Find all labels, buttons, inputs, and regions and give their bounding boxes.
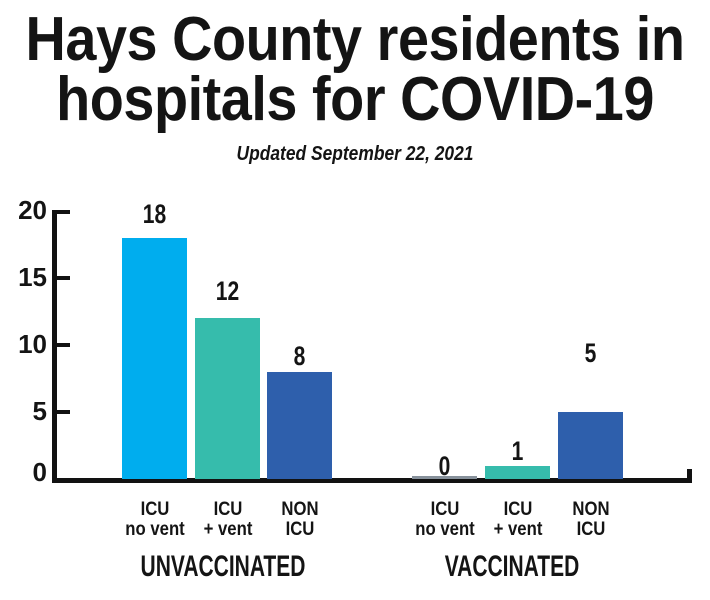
chart-subtitle: Updated September 22, 2021 [236, 143, 474, 165]
bar-unvaccinated-icu-no-vent [122, 238, 187, 479]
bar-value-label: 1 [511, 436, 524, 466]
bar-category-line: ICU [285, 518, 314, 540]
chart-title-line-2: hospitals for COVID-19 [56, 65, 654, 134]
bar-value-label: 18 [142, 199, 167, 229]
x-axis-end-tick [687, 469, 692, 478]
bar-category-line: no vent [414, 518, 475, 540]
chart-title-line-1: Hays County residents in [25, 5, 685, 74]
group-label-unvaccinated: UNVACCINATED [140, 550, 305, 583]
bar-category-line: + vent [493, 518, 542, 540]
bar-category-line: no vent [124, 518, 185, 540]
bar-value-label: 5 [584, 338, 597, 368]
bar-unvaccinated-icu-vent [195, 318, 260, 479]
y-axis-tick [57, 410, 70, 414]
group-label-vaccinated: VACCINATED [444, 550, 579, 583]
bar-unvaccinated-non-icu [267, 372, 332, 479]
bar-category-label: ICU + vent [188, 500, 267, 539]
y-axis-tick-label: 10 [18, 329, 47, 359]
bar-value-label: 12 [215, 276, 240, 306]
bar-vaccinated-icu-no-vent [412, 476, 477, 479]
bar-category-label: NON ICU [551, 500, 630, 539]
bar-category-line: ICU [140, 499, 169, 520]
bar-category-label: ICU no vent [115, 500, 194, 539]
chart-title: Hays County residents in hospitals for C… [0, 5, 710, 134]
y-axis-line [52, 210, 57, 483]
bar-category-line: + vent [203, 518, 252, 540]
bar-value-label: 8 [293, 341, 306, 371]
bar-category-line: ICU [213, 499, 242, 520]
y-axis-tick-label: 5 [32, 396, 47, 426]
bar-vaccinated-icu-vent [485, 466, 550, 479]
bar-category-line: ICU [430, 499, 459, 520]
bar-category-label: ICU no vent [405, 500, 484, 539]
y-axis-tick-label: 20 [18, 195, 47, 225]
bar-value-label: 0 [438, 451, 451, 481]
y-axis-tick [57, 210, 70, 214]
y-axis-tick [57, 276, 70, 280]
bar-category-line: ICU [503, 499, 532, 520]
y-axis-tick [57, 343, 70, 347]
y-axis-tick-label: 15 [18, 262, 47, 292]
x-axis-line [52, 478, 692, 483]
bar-category-line: ICU [576, 518, 605, 540]
bar-category-label: ICU + vent [478, 500, 557, 539]
bar-vaccinated-non-icu [558, 412, 623, 479]
bar-category-line: NON [280, 499, 319, 520]
bar-category-line: NON [571, 499, 610, 520]
bar-category-label: NON ICU [260, 500, 339, 539]
y-axis-tick-label: 0 [32, 457, 47, 487]
